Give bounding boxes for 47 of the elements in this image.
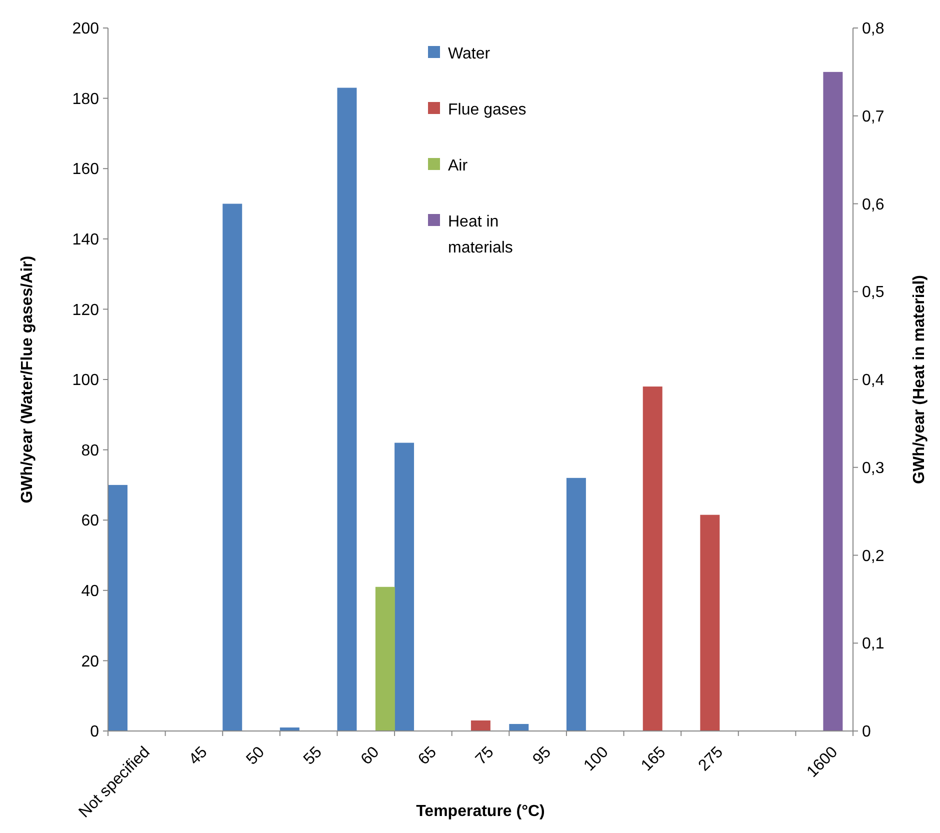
bar	[642, 386, 662, 731]
legend-label: Flue gases	[448, 102, 526, 119]
y-tick-label: 20	[81, 653, 100, 670]
y-tick-label: 60	[81, 512, 100, 530]
y2-tick-label: 0,8	[862, 20, 884, 38]
x-tick-label: 45	[186, 744, 211, 768]
y-tick-label: 80	[81, 442, 100, 460]
y2-tick-label: 0,3	[862, 460, 884, 477]
bar	[566, 478, 586, 731]
bar	[337, 88, 357, 731]
legend-label: Water	[448, 46, 491, 63]
y-axis-title: GWh/year (Water/Flue gases/Air)	[19, 256, 36, 504]
bar	[509, 724, 529, 731]
bar	[222, 204, 242, 731]
y-tick-label: 140	[72, 232, 100, 248]
y2-axis-title: GWh/year (Heat in material)	[911, 275, 928, 484]
legend-label: Air	[448, 158, 468, 175]
y2-tick-label: 0,5	[862, 284, 884, 302]
y2-tick-label: 0	[862, 724, 871, 741]
y-tick-label: 160	[72, 161, 100, 178]
bar	[108, 484, 128, 731]
y-tick-label: 40	[81, 583, 100, 600]
y-tick-label: 0	[90, 724, 100, 741]
x-axis-title: Temperature (°C)	[416, 803, 545, 820]
x-tick-label: 55	[300, 744, 326, 768]
x-tick-label: 165	[638, 744, 670, 775]
y2-tick-label: 0,4	[862, 372, 884, 390]
bar	[394, 442, 414, 731]
y2-tick-label: 0,1	[862, 636, 884, 653]
x-tick-label: 50	[243, 744, 268, 768]
legend-label: Heat in materials	[448, 214, 513, 257]
x-tick-label: 275	[696, 744, 727, 775]
y-tick-label: 120	[72, 302, 100, 319]
x-tick-label: 65	[415, 744, 440, 768]
y-tick-label: 200	[72, 20, 100, 38]
y-tick-label: 100	[72, 372, 100, 390]
x-tick-label: 60	[358, 744, 383, 768]
y-tick-label: 180	[72, 90, 100, 108]
x-tick-label: 95	[530, 744, 555, 768]
bar	[375, 586, 395, 731]
y2-tick-label: 0,7	[862, 108, 884, 126]
bar	[700, 514, 720, 731]
x-tick-label: 100	[580, 744, 612, 775]
y2-tick-label: 0,2	[862, 548, 884, 565]
y2-tick-label: 0,6	[862, 196, 884, 214]
x-tick-label: 75	[472, 744, 498, 768]
bar	[470, 720, 490, 731]
